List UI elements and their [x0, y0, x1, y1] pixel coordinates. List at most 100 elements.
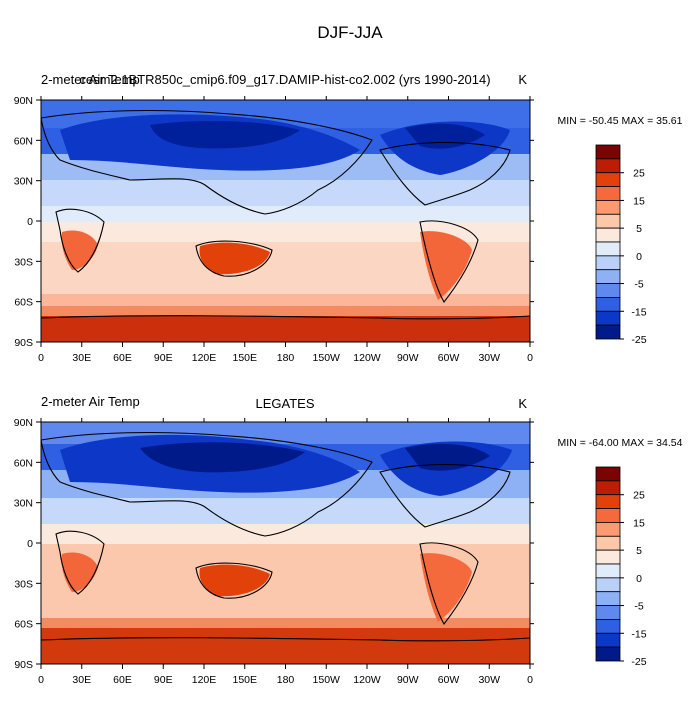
- lon-tick-label: 120W: [353, 674, 381, 686]
- colorbar-swatch: [595, 508, 621, 523]
- colorbar-label: -25: [631, 656, 646, 668]
- colorbar-label: 0: [636, 251, 642, 263]
- colorbar-label: -5: [634, 601, 643, 613]
- panel-center-label: LEGATES: [255, 396, 314, 411]
- colorbar-label: 0: [636, 573, 642, 585]
- colorbar-swatch: [595, 605, 621, 620]
- temperature-field: [41, 100, 530, 342]
- lon-tick-label: 150E: [232, 674, 257, 686]
- lat-tick-label: 30N: [14, 176, 33, 188]
- lon-tick-label: 60W: [438, 352, 460, 364]
- lon-tick-label: 120E: [192, 352, 217, 364]
- lon-tick-label: 30W: [478, 674, 500, 686]
- lon-tick-label: 180: [277, 674, 295, 686]
- colorbar-label: -15: [631, 306, 646, 318]
- colorbar-swatch: [595, 632, 621, 648]
- map-ticks: 0 30E 60E 90E 120E 150E 180 150W 120W 90W 60W 30W 09…: [14, 417, 534, 686]
- lon-tick-label: 180: [277, 352, 295, 364]
- lon-tick-label: 120W: [353, 352, 381, 364]
- lon-tick-label: 150W: [313, 352, 341, 364]
- lon-tick-label: 0: [527, 674, 533, 686]
- lat-tick-label: 60N: [14, 457, 33, 469]
- lon-tick-label: 150E: [232, 352, 257, 364]
- lon-tick-label: 150W: [313, 674, 341, 686]
- colorbar-label: -5: [634, 279, 643, 291]
- panel-center-label: cesm2.1BTR850c_cmip6.f09_g17.DAMIP-hist-…: [79, 72, 490, 87]
- colorbar-swatch: [595, 563, 621, 579]
- lon-tick-label: 30E: [72, 352, 91, 364]
- lat-tick-label: 60S: [14, 297, 33, 309]
- colorbar-swatch: [595, 144, 621, 160]
- lon-tick-label: 30E: [72, 674, 91, 686]
- temperature-field: [41, 422, 530, 664]
- colorbar-swatch: [595, 494, 621, 509]
- colorbar-swatch: [595, 186, 621, 201]
- map-panel-obs: 2-meter Air Temp LEGATES K MIN = -64.00 …: [14, 394, 683, 686]
- lat-tick-label: 60N: [14, 135, 33, 147]
- lat-tick-label: 90N: [14, 417, 33, 429]
- colorbar-swatch: [595, 324, 621, 340]
- lat-tick-label: 90N: [14, 95, 33, 107]
- coastlines: [41, 109, 530, 320]
- colorbar-model: 25 15 5 0 -5 -15 -25: [595, 144, 647, 346]
- lat-tick-label: 60S: [14, 619, 33, 631]
- panel-units-label: K: [518, 72, 527, 87]
- lon-tick-label: 0: [38, 352, 44, 364]
- lon-tick-label: 60W: [438, 674, 460, 686]
- lon-tick-label: 0: [527, 352, 533, 364]
- panel-left-label: 2-meter Air Temp: [41, 72, 140, 87]
- map-ticks: 0 30E 60E 90E 120E 150E 180 150W 120W 90W 60W 30W 09…: [14, 95, 534, 364]
- colorbar-label: 15: [633, 517, 645, 529]
- lon-tick-label: 120E: [192, 674, 217, 686]
- colorbar-swatch: [595, 646, 621, 662]
- lat-tick-label: 90S: [14, 659, 33, 671]
- colorbar-swatch: [595, 591, 621, 606]
- colorbar-swatch: [595, 158, 621, 174]
- lon-tick-label: 60E: [113, 352, 132, 364]
- lat-tick-label: 0: [27, 538, 33, 550]
- colorbar-swatch: [595, 310, 621, 326]
- panel-units-label: K: [518, 396, 527, 411]
- lat-tick-label: 0: [27, 216, 33, 228]
- colorbar-label: 5: [636, 545, 642, 557]
- lon-tick-label: 90W: [397, 674, 419, 686]
- colorbar-swatch: [595, 535, 621, 551]
- colorbar-label: 25: [633, 490, 645, 502]
- lon-tick-label: 60E: [113, 674, 132, 686]
- colorbar-label: -15: [631, 628, 646, 640]
- figure-title: DJF-JJA: [317, 23, 383, 42]
- lon-tick-label: 90W: [397, 352, 419, 364]
- lat-tick-label: 30S: [14, 578, 33, 590]
- colorbar-swatch: [595, 172, 621, 187]
- colorbar-swatch: [595, 213, 621, 229]
- colorbar-swatch: [595, 269, 621, 284]
- lon-tick-label: 30W: [478, 352, 500, 364]
- colorbar-swatch: [595, 480, 621, 496]
- lat-tick-label: 90S: [14, 337, 33, 349]
- colorbar-swatch: [595, 549, 621, 565]
- coastlines: [41, 431, 530, 642]
- colorbar-swatch: [595, 283, 621, 298]
- colorbar-swatch: [595, 619, 621, 634]
- map-panel-model: 2-meter Air Temp cesm2.1BTR850c_cmip6.f0…: [14, 72, 683, 364]
- colorbar-swatch: [595, 522, 621, 537]
- lat-tick-label: 30N: [14, 498, 33, 510]
- colorbar-label: -25: [631, 334, 646, 346]
- lon-tick-label: 90E: [154, 352, 173, 364]
- lon-tick-label: 0: [38, 674, 44, 686]
- colorbar-label: 5: [636, 223, 642, 235]
- colorbar-label: 15: [633, 195, 645, 207]
- lat-tick-label: 30S: [14, 256, 33, 268]
- panel-minmax: MIN = -50.45 MAX = 35.61: [558, 115, 683, 127]
- colorbar-swatch: [595, 297, 621, 312]
- colorbar-swatch: [595, 200, 621, 215]
- colorbar-label: 25: [633, 168, 645, 180]
- colorbar-swatch: [595, 577, 621, 593]
- colorbar-swatch: [595, 466, 621, 482]
- colorbar-swatch: [595, 241, 621, 257]
- colorbar-swatch: [595, 227, 621, 243]
- panel-left-label: 2-meter Air Temp: [41, 394, 140, 409]
- colorbar-obs: 25 15 5 0 -5 -15 -25: [595, 466, 647, 668]
- lon-tick-label: 90E: [154, 674, 173, 686]
